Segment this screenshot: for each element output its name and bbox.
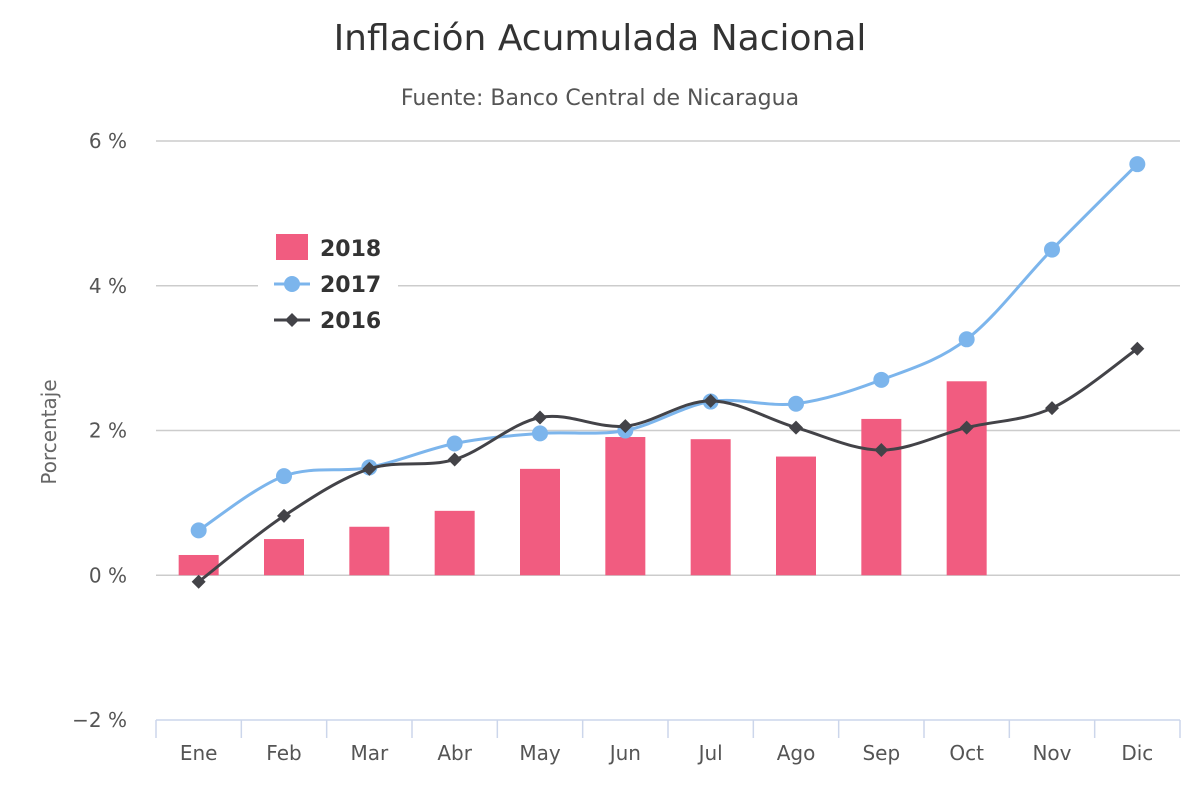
- point-2017-Abr[interactable]: [446, 435, 463, 452]
- legend-item-2018[interactable]: 2018: [276, 234, 381, 262]
- point-2017-Ago[interactable]: [788, 395, 804, 412]
- legend-marker: [285, 313, 299, 327]
- point-2017-Feb[interactable]: [276, 468, 292, 485]
- point-2016-Mar[interactable]: [362, 461, 377, 476]
- point-2016-Dic[interactable]: [1130, 341, 1145, 356]
- bar-2018-Abr[interactable]: [434, 510, 475, 576]
- x-tick-label: Dic: [1121, 741, 1153, 765]
- line-2017: [197, 163, 1139, 532]
- point-2016-Jul[interactable]: [703, 393, 718, 408]
- bar-2018-Oct[interactable]: [946, 381, 987, 576]
- legend-item-2016[interactable]: 2016: [274, 309, 381, 334]
- point-2016-Ago[interactable]: [789, 420, 803, 435]
- x-tick-label: Oct: [949, 741, 984, 765]
- x-tick-label: Ago: [777, 741, 816, 765]
- legend-swatch: [276, 234, 308, 260]
- line-series: [190, 156, 1146, 589]
- x-tick-label: Ene: [180, 741, 218, 765]
- point-2017-Nov[interactable]: [1044, 241, 1060, 258]
- x-tick-label: Nov: [1032, 741, 1071, 765]
- point-2017-May[interactable]: [532, 425, 548, 442]
- bar-2018-Mar[interactable]: [349, 526, 390, 576]
- point-2016-Feb[interactable]: [277, 508, 291, 523]
- point-2016-May[interactable]: [533, 410, 547, 425]
- point-2016-Oct[interactable]: [959, 420, 974, 435]
- bar-2018-Ene[interactable]: [178, 554, 219, 576]
- y-tick-label: 4 %: [89, 274, 127, 298]
- y-tick-label: 2 %: [89, 419, 127, 443]
- legend-label: 2016: [320, 309, 381, 334]
- bar-2018-Feb[interactable]: [264, 539, 304, 576]
- point-2017-Oct[interactable]: [958, 331, 975, 348]
- point-2017-Ene[interactable]: [190, 522, 207, 539]
- legend-marker: [284, 276, 300, 292]
- x-tick-label: Sep: [862, 741, 900, 765]
- point-2017-Sep[interactable]: [873, 371, 890, 388]
- bar-2018-May[interactable]: [520, 468, 560, 576]
- chart-title: Inflación Acumulada Nacional: [334, 18, 867, 59]
- x-tick-label: Feb: [266, 741, 301, 765]
- bar-2018-Sep[interactable]: [861, 418, 902, 576]
- bar-series-2018: [178, 381, 987, 576]
- point-2016-Sep[interactable]: [874, 443, 889, 458]
- x-tick-label: Abr: [437, 741, 472, 765]
- bar-2018-Jun[interactable]: [605, 437, 646, 576]
- y-tick-label: −2 %: [72, 708, 127, 732]
- x-tick-label: Jul: [697, 741, 723, 765]
- line-2016: [197, 347, 1139, 583]
- point-2017-Dic[interactable]: [1129, 156, 1146, 173]
- bar-2018-Jul[interactable]: [690, 439, 731, 576]
- y-tick-label: 0 %: [89, 563, 127, 587]
- point-2016-Nov[interactable]: [1045, 401, 1059, 416]
- bar-2018-Ago[interactable]: [776, 456, 816, 576]
- legend-label: 2017: [320, 273, 381, 298]
- x-axis: Ene Feb Mar Abr May Jun Jul Ago Sep Oct Nov Dic: [155, 719, 1181, 765]
- point-2016-Ene[interactable]: [191, 574, 206, 589]
- chart-subtitle: Fuente: Banco Central de Nicaragua: [401, 86, 799, 111]
- x-tick-label: May: [519, 741, 561, 765]
- legend-item-2017[interactable]: 2017: [274, 273, 381, 298]
- y-axis-label: Porcentaje: [37, 379, 61, 484]
- x-tick-label: Jun: [608, 741, 641, 765]
- x-tick-label: Mar: [350, 741, 389, 765]
- legend: 2018 2017 2016: [258, 226, 398, 346]
- legend-label: 2018: [320, 237, 381, 262]
- point-2016-Jun[interactable]: [618, 419, 633, 434]
- y-tick-label: 6 %: [89, 129, 127, 153]
- point-2016-Abr[interactable]: [447, 452, 462, 467]
